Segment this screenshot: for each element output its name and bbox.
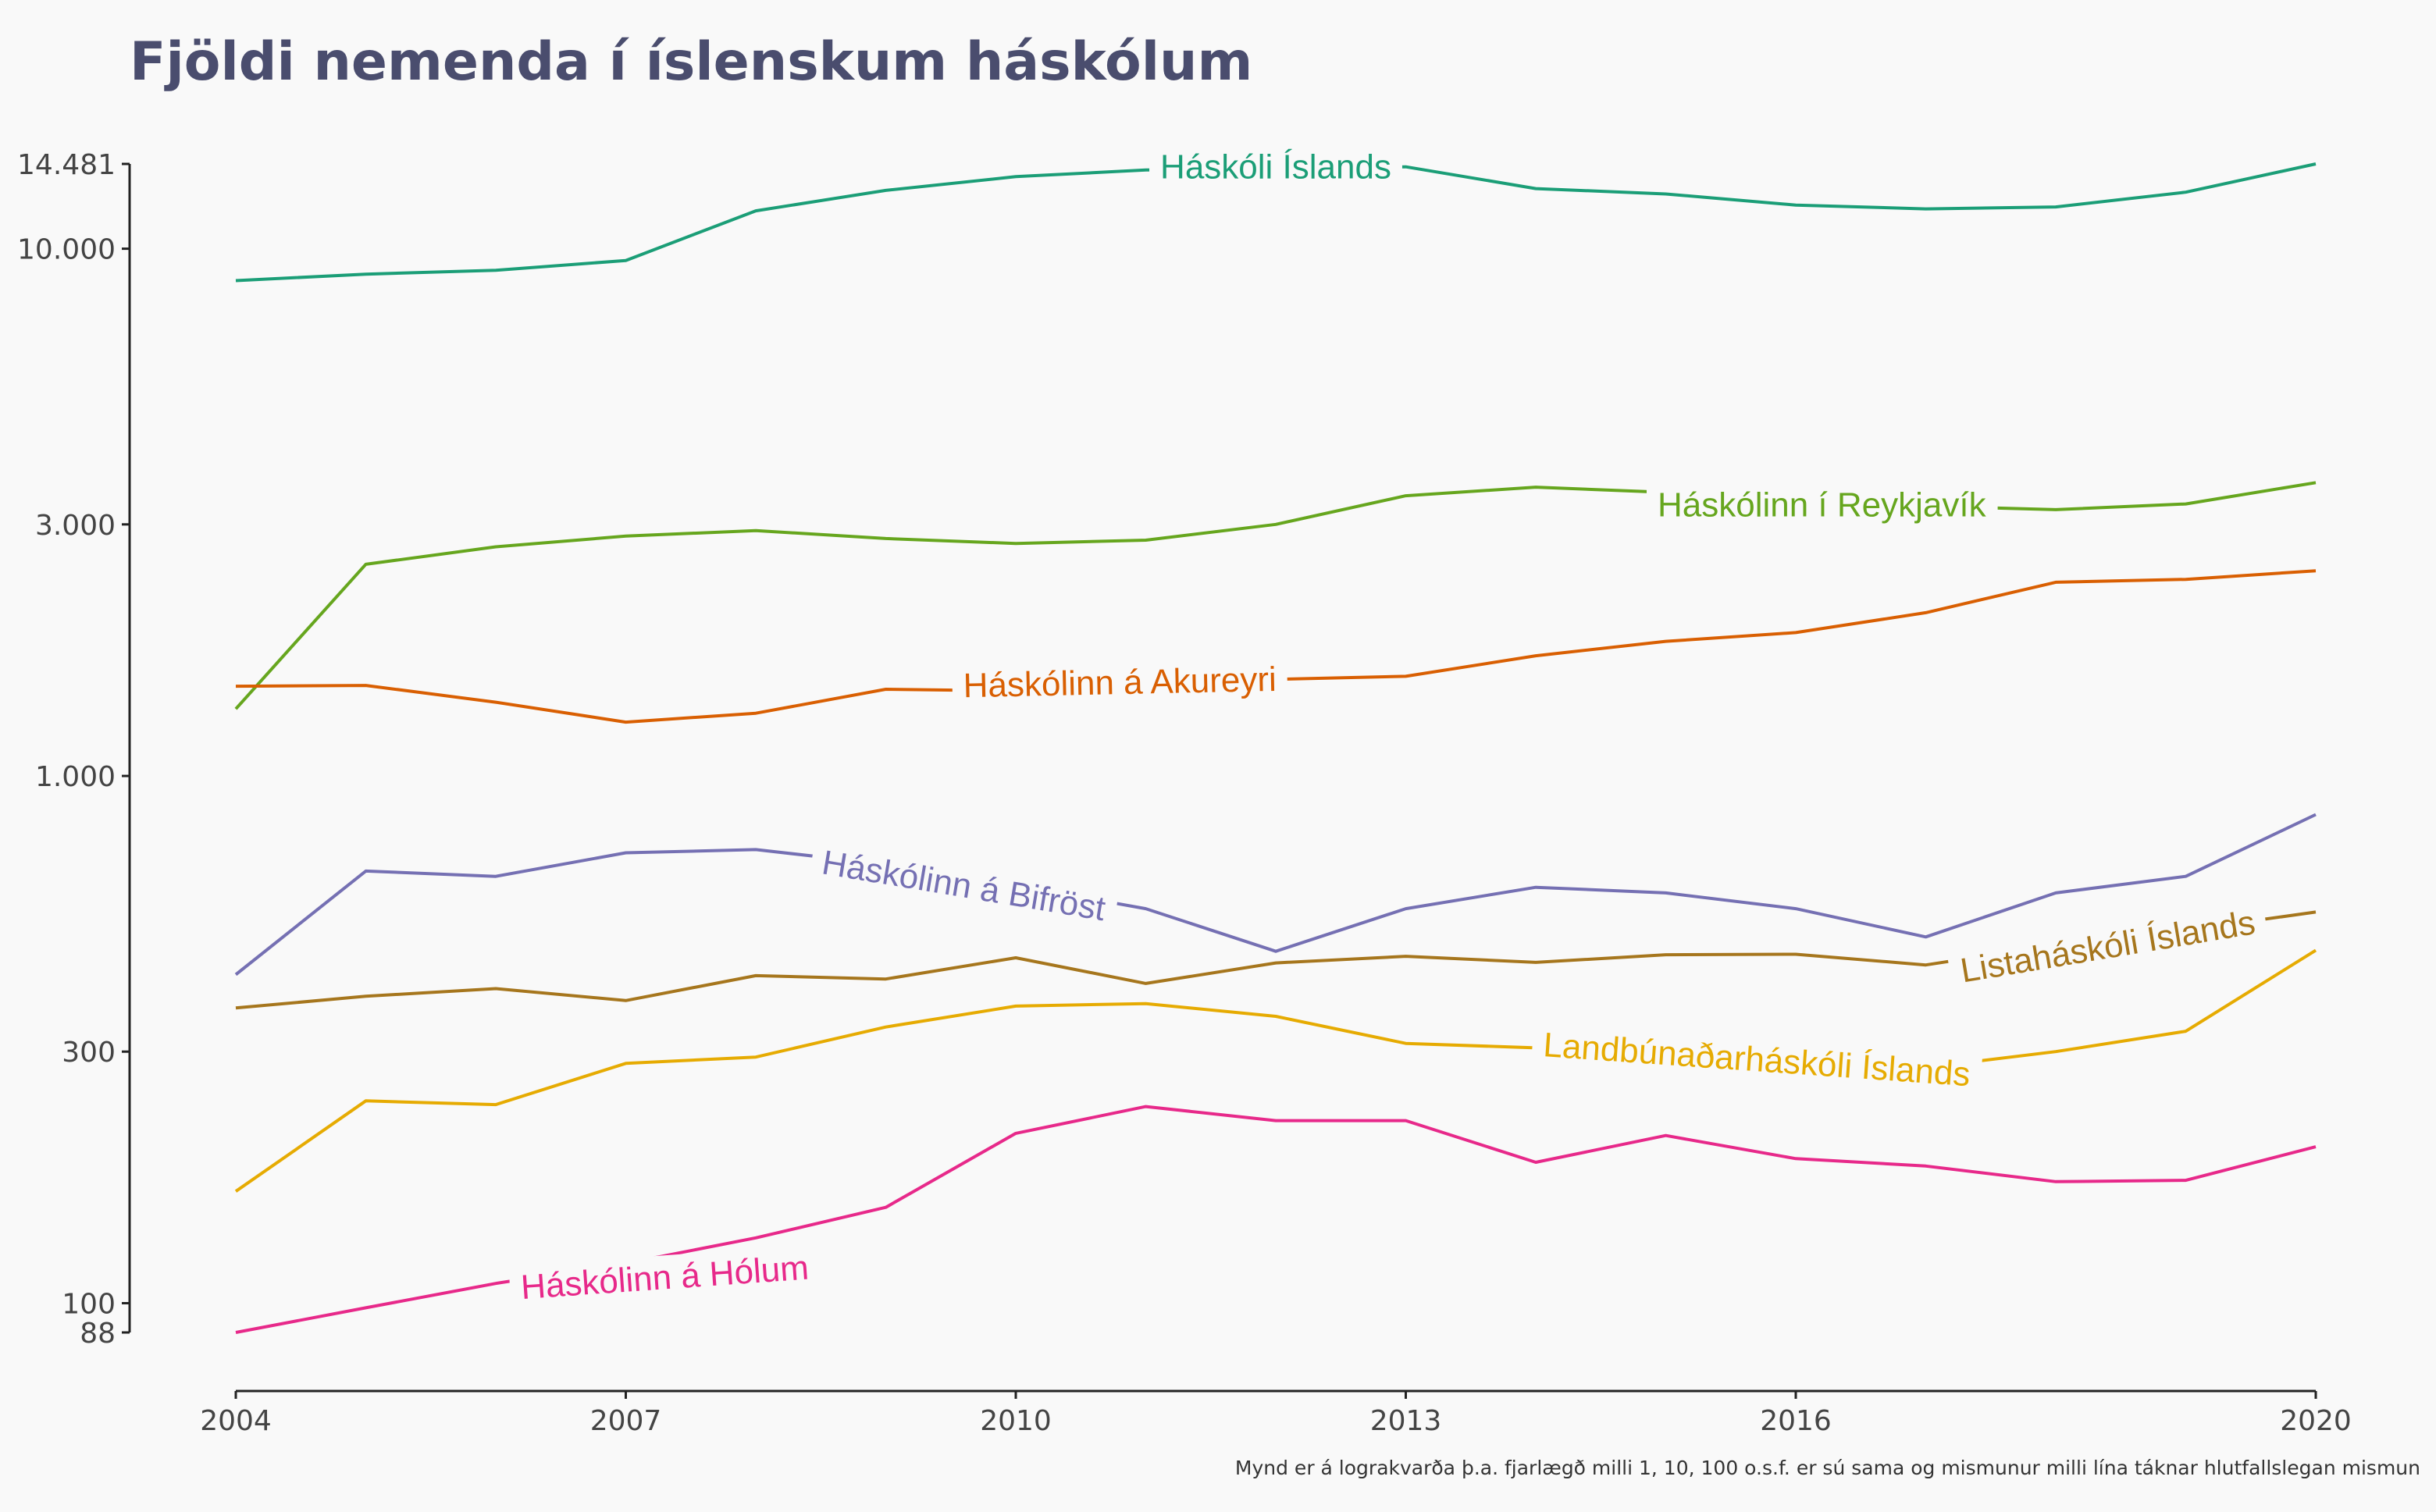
y-tick-label: 100 [62, 1289, 116, 1321]
x-tick-label: 2010 [980, 1405, 1052, 1437]
x-tick-label: 2007 [590, 1405, 662, 1437]
x-tick-label: 2004 [200, 1405, 272, 1437]
series-line [234, 813, 2317, 977]
series-label-background [952, 656, 1288, 709]
series-label: Háskólinn á Bifröst [819, 843, 1108, 928]
series-labels: Háskóli Íslands Háskólinn í Reykjavík Hásk… [508, 144, 2270, 1311]
chart-caption: Mynd er á lograkvarða þ.a. fjarlægð mill… [1235, 1457, 2420, 1479]
series-label-background [1946, 898, 2270, 995]
series-label-background [807, 838, 1120, 934]
series-label: Listaháskóli Íslands [1957, 903, 2257, 990]
series-label-background [1646, 482, 1998, 528]
series-label: Háskólinn á Akureyri [963, 660, 1277, 705]
series-label: Háskóli Íslands [1160, 148, 1391, 187]
series-label: Háskólinn í Reykjavík [1658, 486, 1987, 525]
series-label-group: Landbúnaðarháskóli Íslands [1530, 1022, 1983, 1098]
series-label-group: Háskólinn á Bifröst [807, 838, 1120, 934]
y-tick-label: 88 [80, 1318, 116, 1350]
y-tick-label: 14.481 [17, 149, 116, 181]
chart-title: Fjöldi nemenda í íslenskum háskólum [130, 31, 1252, 93]
series-lines [234, 162, 2317, 1334]
y-tick-label: 3.000 [35, 510, 116, 542]
series-label-background [1530, 1022, 1983, 1098]
x-tick-label: 2016 [1760, 1405, 1832, 1437]
x-tick-label: 2020 [2280, 1405, 2352, 1437]
series-label-group: Háskólinn í Reykjavík [1646, 482, 1998, 528]
y-tick-label: 1.000 [35, 761, 116, 793]
series-label: Landbúnaðarháskóli Íslands [1542, 1026, 1971, 1094]
series-label-group: Háskóli Íslands [1149, 144, 1402, 190]
series-label-group: Háskólinn á Akureyri [952, 656, 1288, 709]
y-tick-label: 300 [62, 1037, 116, 1069]
series-label-background [1149, 144, 1402, 190]
x-tick-label: 2013 [1370, 1405, 1442, 1437]
series-label-background [508, 1244, 821, 1311]
y-tick-label: 10.000 [17, 234, 116, 266]
